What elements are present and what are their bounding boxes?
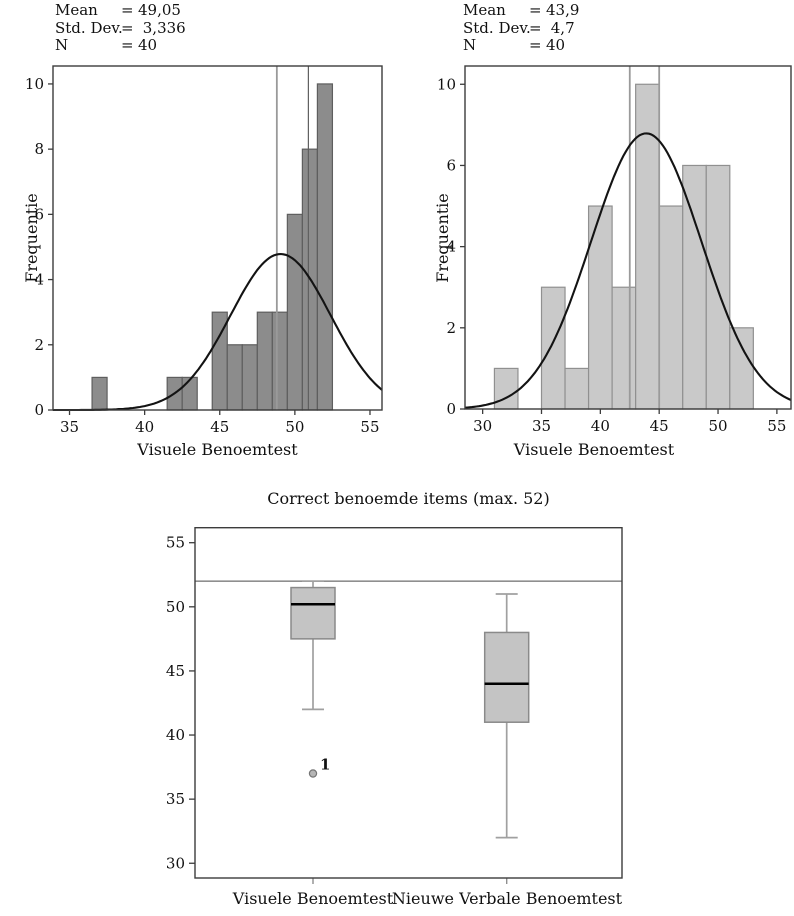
stat-row: Std. Dev.= 4,7 [463, 18, 579, 38]
y-axis-label: Frequentie [433, 193, 452, 283]
category-label-visuele: Visuele Benoemtest [232, 889, 394, 908]
histogram-bar [540, 286, 566, 410]
x-tick-label: 35 [532, 417, 551, 435]
equals-sign: = [121, 36, 134, 54]
equals-sign: = [121, 18, 134, 37]
histogram-plot-svg: 30 35 40 45 50 55 0 2 4 6 10 [437, 65, 792, 435]
equals-sign: = [529, 1, 542, 19]
x-axis-label: Visuele Benoemtest [137, 440, 298, 459]
y-tick-label: 40 [166, 726, 185, 744]
stat-mean-label: Mean [55, 1, 98, 19]
outlier-label: 1 [320, 755, 330, 773]
y-tick-label: 6 [446, 156, 456, 174]
category-label-nieuwe-verbale: Nieuwe Verbale Benoemtest [391, 889, 623, 908]
y-tick-label: 10 [437, 75, 456, 93]
x-tick-label: 40 [591, 417, 610, 435]
stat-n-label: N [55, 36, 69, 54]
y-tick-label: 50 [166, 598, 185, 616]
histogram-bar [729, 327, 754, 410]
histogram-bar [181, 376, 198, 411]
x-tick-label: 35 [60, 418, 79, 436]
x-tick-label: 55 [767, 417, 786, 435]
plot-frame [52, 65, 383, 411]
histogram-bar [241, 344, 258, 411]
plot-frame [194, 527, 623, 879]
x-tick-label: 45 [650, 417, 669, 435]
stat-row: Std. Dev.= 3,336 [55, 18, 186, 38]
histogram-bar [611, 286, 637, 410]
x-axis-label: Visuele Benoemtest [513, 440, 675, 459]
x-tick-label: 45 [210, 418, 229, 436]
stat-mean-label: Mean [463, 1, 506, 19]
equals-sign: = [529, 36, 542, 54]
outlier-point [308, 769, 318, 778]
y-tick-label: 35 [166, 790, 185, 808]
chart-title: Correct benoemde items (max. 52) [267, 489, 550, 508]
equals-sign: = [529, 18, 542, 37]
stat-n-value: 40 [138, 36, 158, 54]
histogram-bar [658, 205, 684, 410]
histogram-visuele-benoemtest: Mean = 49,05 Std. Dev.= 3,336 N = 40 35 40 45 5… [0, 0, 397, 470]
y-tick-label: 55 [166, 534, 185, 552]
boxplot-correct-benoemde-items: Correct benoemde items (max. 52) 1 30 35 40… [0, 470, 794, 916]
stat-row: Mean = 49,05 [55, 1, 186, 20]
stat-n-value: 40 [546, 36, 566, 54]
x-tick-label: 55 [360, 418, 379, 436]
histogram-plot-svg: 35 40 45 50 55 0 2 4 6 8 10 [25, 65, 383, 436]
stat-row: Mean = 43,9 [463, 1, 580, 20]
y-tick-label: 0 [446, 400, 456, 418]
y-tick-label: 2 [34, 336, 44, 354]
histogram-bar [91, 376, 108, 411]
plot-frame [464, 65, 792, 410]
boxplot-svg: 1 30 35 40 45 50 55 [166, 527, 623, 884]
histogram-bar [682, 164, 707, 410]
x-tick-label: 50 [708, 417, 727, 435]
stat-stddev-value: 3,336 [138, 18, 186, 37]
y-tick-label: 0 [34, 401, 44, 419]
box [290, 586, 336, 640]
y-axis-label: Frequentie [22, 193, 41, 283]
stats-block-left: Mean = 49,05 Std. Dev.= 3,336 N = 40 [55, 1, 186, 55]
y-tick-label: 6 [34, 205, 44, 223]
stats-block-right: Mean = 43,9 Std. Dev.= 4,7 N = 40 [463, 1, 580, 55]
stat-row: N = 40 [55, 36, 186, 55]
histogram-bar [286, 213, 303, 411]
y-tick-label: 10 [25, 75, 44, 93]
y-tick-label: 30 [166, 854, 185, 872]
histogram-bar [226, 344, 243, 411]
histogram-bar [316, 83, 334, 411]
y-tick-label: 8 [34, 140, 44, 158]
histogram-bar [564, 367, 590, 410]
y-tick-label: 4 [446, 238, 456, 256]
x-tick-label: 50 [285, 418, 304, 436]
box [483, 631, 530, 723]
y-tick-label: 2 [446, 319, 456, 337]
y-tick-label: 4 [34, 271, 44, 289]
histogram-bar [271, 311, 288, 411]
y-tick-label: 45 [166, 662, 185, 680]
stat-stddev-label: Std. Dev. [463, 18, 531, 37]
histogram-bar [256, 311, 273, 411]
stat-mean-value: 43,9 [546, 1, 580, 19]
equals-sign: = [121, 1, 134, 19]
histogram-nieuwe-verbale-benoemtest: Mean = 43,9 Std. Dev.= 4,7 N = 40 30 35 40 45 50… [397, 0, 794, 470]
normal-curve [464, 132, 792, 409]
x-tick-label: 40 [135, 418, 154, 436]
stat-row: N = 40 [463, 36, 579, 55]
x-tick-label: 30 [473, 417, 492, 435]
histogram-bar [493, 367, 519, 410]
stat-mean-value: 49,05 [138, 1, 181, 19]
stat-n-label: N [463, 36, 477, 54]
stat-stddev-value: 4,7 [546, 18, 575, 37]
stat-stddev-label: Std. Dev. [55, 18, 123, 37]
